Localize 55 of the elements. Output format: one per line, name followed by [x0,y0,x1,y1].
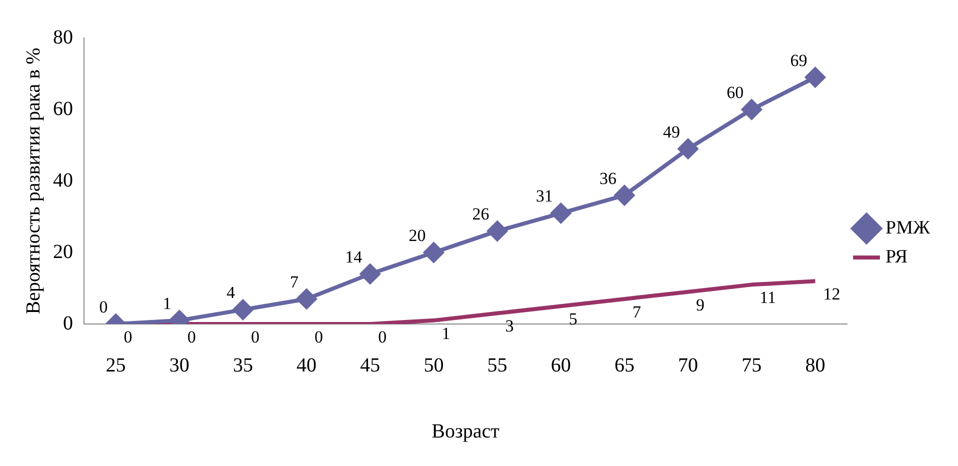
x-tick-label: 30 [169,354,190,376]
point [742,100,762,120]
data-label: 3 [505,316,514,336]
x-tick-label: 75 [742,354,762,376]
x-tick-label: 55 [487,354,508,376]
x-axis-title: Возраст [432,420,500,442]
y-tick-label: 0 [63,312,73,334]
data-label: 1 [442,324,450,343]
data-label: 0 [124,327,132,346]
data-label: 9 [696,295,705,314]
data-label: 11 [760,288,776,308]
y-tick-label: 60 [53,98,73,120]
data-label: 0 [314,327,324,346]
x-tick-label: 35 [232,354,253,376]
legend-label: РЯ [886,246,908,268]
x-tick-label: 80 [805,354,826,376]
data-label: 0 [99,297,108,316]
y-axis-title: Вероятность развития рака в % [22,48,44,314]
data-label: 49 [663,122,680,142]
point [296,288,317,309]
point [550,203,571,224]
data-label: 0 [250,327,260,346]
x-tick-label: 70 [678,354,698,376]
point [678,138,698,159]
y-tick-label: 80 [53,26,73,48]
point [614,185,634,206]
data-label: 69 [790,50,808,70]
point [424,242,444,262]
data-label: 4 [226,283,236,302]
point [360,264,380,284]
x-tick-label: 50 [424,354,444,376]
data-label: 14 [345,247,363,266]
legend-label: РМЖ [886,217,931,238]
y-tick-label: 20 [53,240,73,263]
point [487,221,508,242]
point [805,67,826,88]
x-tick-label: 40 [296,354,317,376]
data-label: 1 [162,294,172,313]
data-label: 31 [536,186,553,206]
data-label: 20 [408,226,426,245]
data-label: 12 [823,284,840,304]
x-tick-label: 60 [550,354,571,376]
data-label: 26 [472,204,490,224]
data-label: 36 [599,168,616,188]
data-label: 0 [187,327,196,346]
data-label: 60 [726,82,744,102]
data-label: 5 [568,310,578,329]
x-tick-label: 65 [614,354,634,376]
x-tick-label: 25 [106,354,126,376]
point [232,300,253,320]
data-label: 0 [378,327,387,346]
data-label: 7 [290,272,300,292]
y-tick-label: 40 [53,169,73,192]
x-tick-label: 45 [360,354,380,376]
data-label: 7 [632,302,642,322]
